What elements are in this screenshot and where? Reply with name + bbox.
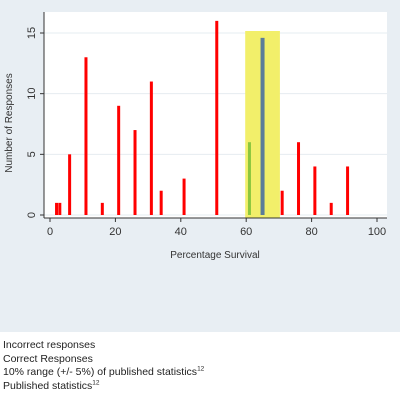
x-tick-label: 20 bbox=[109, 226, 121, 238]
axes bbox=[40, 12, 387, 222]
legend-item-label: Published statistics bbox=[3, 379, 93, 392]
legend-item-correct: Correct Responses bbox=[3, 353, 397, 367]
incorrect-response-bar bbox=[149, 81, 153, 216]
legend-item-incorrect: Incorrect responses bbox=[3, 339, 397, 353]
x-tick-label: 40 bbox=[175, 226, 187, 238]
incorrect-response-bar bbox=[117, 105, 121, 215]
incorrect-response-bar bbox=[133, 130, 137, 215]
incorrect-response-bar bbox=[182, 178, 186, 215]
incorrect-response-bar bbox=[68, 154, 72, 215]
x-axis-title: Percentage Survival bbox=[170, 250, 260, 261]
x-tick-label: 100 bbox=[368, 226, 386, 238]
x-tick-label: 80 bbox=[305, 226, 317, 238]
y-tick-label: 5 bbox=[26, 151, 38, 157]
incorrect-response-bar bbox=[346, 166, 350, 215]
incorrect-response-bar bbox=[100, 202, 104, 215]
incorrect-response-bar bbox=[55, 202, 59, 215]
tick-labels: 0 20 40 60 80 100 0 5 10 15 bbox=[26, 27, 386, 238]
incorrect-response-bar bbox=[159, 190, 163, 215]
x-tick-label: 60 bbox=[240, 226, 252, 238]
published-line-layer bbox=[260, 37, 265, 215]
bars-layer bbox=[55, 20, 350, 216]
legend: Incorrect responses Correct Responses 10… bbox=[3, 339, 397, 393]
incorrect-response-bar bbox=[313, 166, 317, 215]
legend-item-label: 10% range (+/- 5%) of published statisti… bbox=[3, 366, 198, 378]
incorrect-response-bar bbox=[215, 20, 219, 215]
incorrect-response-bar bbox=[297, 142, 301, 215]
x-tick-label: 0 bbox=[47, 226, 53, 238]
incorrect-response-bar bbox=[329, 202, 333, 215]
legend-item-footnote: 12 bbox=[92, 379, 100, 386]
correct-response-bar bbox=[247, 142, 251, 215]
incorrect-response-bar bbox=[84, 57, 88, 216]
y-axis-title: Number of Responses bbox=[4, 73, 15, 173]
y-tick-label: 0 bbox=[26, 212, 38, 218]
incorrect-response-bar bbox=[58, 202, 62, 215]
y-tick-label: 10 bbox=[26, 88, 38, 100]
chart: 0 20 40 60 80 100 0 5 10 15 Percentage Survival N… bbox=[4, 12, 387, 261]
incorrect-response-bar bbox=[280, 190, 284, 215]
legend-item-label: Incorrect responses bbox=[3, 339, 96, 351]
legend-item-range: 10% range (+/- 5%) of published statisti… bbox=[3, 366, 397, 380]
legend-item-published: Published statistics12 bbox=[3, 379, 397, 394]
y-tick-label: 15 bbox=[26, 27, 38, 39]
published-statistic-line bbox=[260, 37, 265, 215]
legend-item-label: Correct Responses bbox=[3, 352, 93, 365]
legend-item-footnote: 12 bbox=[197, 365, 205, 373]
